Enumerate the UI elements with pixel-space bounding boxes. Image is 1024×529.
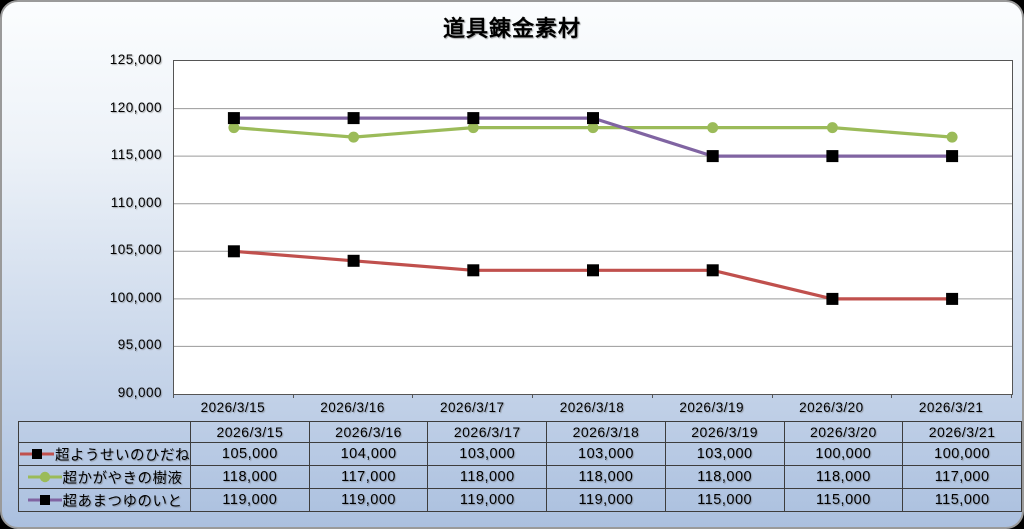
y-axis-tick-label: 120,000 bbox=[109, 99, 162, 115]
data-point-marker bbox=[706, 264, 719, 277]
legend-label: 超ようせいのひだね bbox=[55, 447, 190, 464]
data-point-marker bbox=[228, 122, 240, 134]
x-axis-tick-mark bbox=[292, 394, 294, 398]
x-axis-tick-mark bbox=[651, 394, 653, 398]
table-header-date: 2026/3/16 bbox=[308, 421, 429, 443]
y-axis-tick-label: 95,000 bbox=[117, 337, 162, 353]
y-axis-tick-label: 105,000 bbox=[109, 242, 162, 258]
table-header-date: 2026/3/18 bbox=[546, 421, 666, 443]
table-cell: 119,000 bbox=[427, 488, 548, 512]
legend-cell: 超あまつゆのいと bbox=[18, 488, 191, 512]
data-point-marker bbox=[587, 122, 599, 134]
table-row: 超かがやきの樹液 118,000 117,000 118,000 118,000… bbox=[18, 465, 1022, 489]
table-row: 超ようせいのひだね 105,000 104,000 103,000 103,00… bbox=[18, 442, 1022, 466]
data-point-marker bbox=[826, 292, 839, 305]
data-point-marker bbox=[587, 112, 599, 125]
x-axis-tick-mark bbox=[1011, 394, 1012, 398]
x-axis-tick-label: 2026/3/15 bbox=[200, 400, 266, 415]
table-cell: 115,000 bbox=[902, 488, 1022, 512]
legend-label: 超かがやきの樹液 bbox=[62, 470, 183, 487]
x-axis-tick-label: 2026/3/19 bbox=[679, 400, 744, 415]
table-cell: 118,000 bbox=[190, 465, 310, 489]
data-point-marker bbox=[826, 122, 838, 134]
table-header-date: 2026/3/21 bbox=[902, 421, 1022, 443]
table-cell: 100,000 bbox=[783, 442, 904, 466]
table-cell: 118,000 bbox=[546, 465, 666, 489]
x-axis-tick-mark bbox=[412, 394, 414, 398]
data-point-marker bbox=[946, 150, 959, 163]
legend-sample-glyph bbox=[27, 471, 62, 483]
data-point-marker bbox=[347, 254, 360, 267]
data-point-marker bbox=[227, 245, 240, 258]
table-cell: 118,000 bbox=[427, 465, 548, 489]
data-point-marker bbox=[347, 112, 360, 125]
table-cell: 118,000 bbox=[664, 465, 785, 489]
legend-cell: 超ようせいのひだね bbox=[18, 442, 191, 466]
x-axis-tick-label: 2026/3/18 bbox=[559, 400, 625, 415]
table-cell: 115,000 bbox=[664, 488, 785, 512]
x-axis-tick-mark bbox=[532, 394, 534, 398]
table-header-date: 2026/3/17 bbox=[427, 421, 548, 443]
table-cell: 103,000 bbox=[664, 442, 785, 466]
data-point-marker bbox=[467, 122, 479, 134]
data-point-marker bbox=[946, 131, 958, 143]
x-axis-tick-label: 2026/3/20 bbox=[799, 400, 864, 415]
plot-canvas bbox=[174, 108, 1012, 347]
x-axis-tick-label: 2026/3/21 bbox=[918, 400, 984, 415]
y-axis-tick-label: 100,000 bbox=[109, 289, 162, 305]
table-cell: 100,000 bbox=[902, 442, 1022, 466]
data-point-marker bbox=[467, 112, 480, 125]
table-cell: 117,000 bbox=[902, 465, 1022, 489]
legend-label: 超あまつゆのいと bbox=[62, 493, 183, 510]
data-point-marker bbox=[946, 292, 959, 305]
y-axis-tick-label: 90,000 bbox=[117, 385, 162, 400]
chart-title: 道具錬金素材 bbox=[442, 16, 581, 41]
x-axis-tick-label: 2026/3/17 bbox=[439, 400, 505, 415]
table-cell: 119,000 bbox=[190, 488, 310, 512]
table-cell: 105,000 bbox=[190, 442, 310, 466]
table-corner-cell bbox=[18, 421, 191, 443]
table-cell: 119,000 bbox=[308, 488, 429, 512]
data-point-marker bbox=[227, 112, 240, 125]
data-point-marker bbox=[587, 264, 599, 277]
table-row: 超あまつゆのいと 119,000 119,000 119,000 119,000… bbox=[18, 488, 1022, 512]
data-point-marker bbox=[826, 150, 839, 163]
y-axis-tick-label: 115,000 bbox=[110, 147, 162, 163]
plot-area bbox=[173, 60, 1013, 395]
legend-sample-glyph bbox=[20, 449, 54, 459]
table-header-row: 2026/3/15 2026/3/16 2026/3/17 2026/3/18 … bbox=[18, 421, 1022, 443]
x-axis-tick-mark bbox=[771, 394, 773, 398]
legend-sample-glyph bbox=[27, 495, 62, 505]
legend-cell: 超かがやきの樹液 bbox=[18, 465, 191, 489]
data-point-marker bbox=[467, 264, 480, 277]
y-axis-tick-label: 110,000 bbox=[110, 194, 162, 210]
legend-sample bbox=[27, 470, 62, 484]
table-cell: 119,000 bbox=[546, 488, 666, 512]
x-axis-tick-mark bbox=[173, 394, 174, 398]
legend-sample bbox=[20, 447, 54, 461]
table-header-date: 2026/3/15 bbox=[190, 421, 310, 443]
data-table: 2026/3/15 2026/3/16 2026/3/17 2026/3/18 … bbox=[18, 421, 1022, 512]
table-cell: 118,000 bbox=[783, 465, 904, 489]
table-cell: 115,000 bbox=[783, 488, 904, 512]
table-cell: 103,000 bbox=[427, 442, 548, 466]
table-header-date: 2026/3/20 bbox=[783, 421, 904, 443]
legend-sample bbox=[27, 493, 62, 507]
x-axis-tick-mark bbox=[891, 394, 893, 398]
table-cell: 104,000 bbox=[308, 442, 429, 466]
y-axis-tick-label: 125,000 bbox=[109, 52, 162, 67]
data-point-marker bbox=[348, 131, 360, 143]
table-cell: 117,000 bbox=[308, 465, 429, 489]
x-axis-tick-label: 2026/3/16 bbox=[320, 400, 385, 415]
data-point-marker bbox=[706, 150, 719, 163]
table-cell: 103,000 bbox=[546, 442, 666, 466]
data-point-marker bbox=[707, 122, 719, 134]
table-header-date: 2026/3/19 bbox=[664, 421, 785, 443]
